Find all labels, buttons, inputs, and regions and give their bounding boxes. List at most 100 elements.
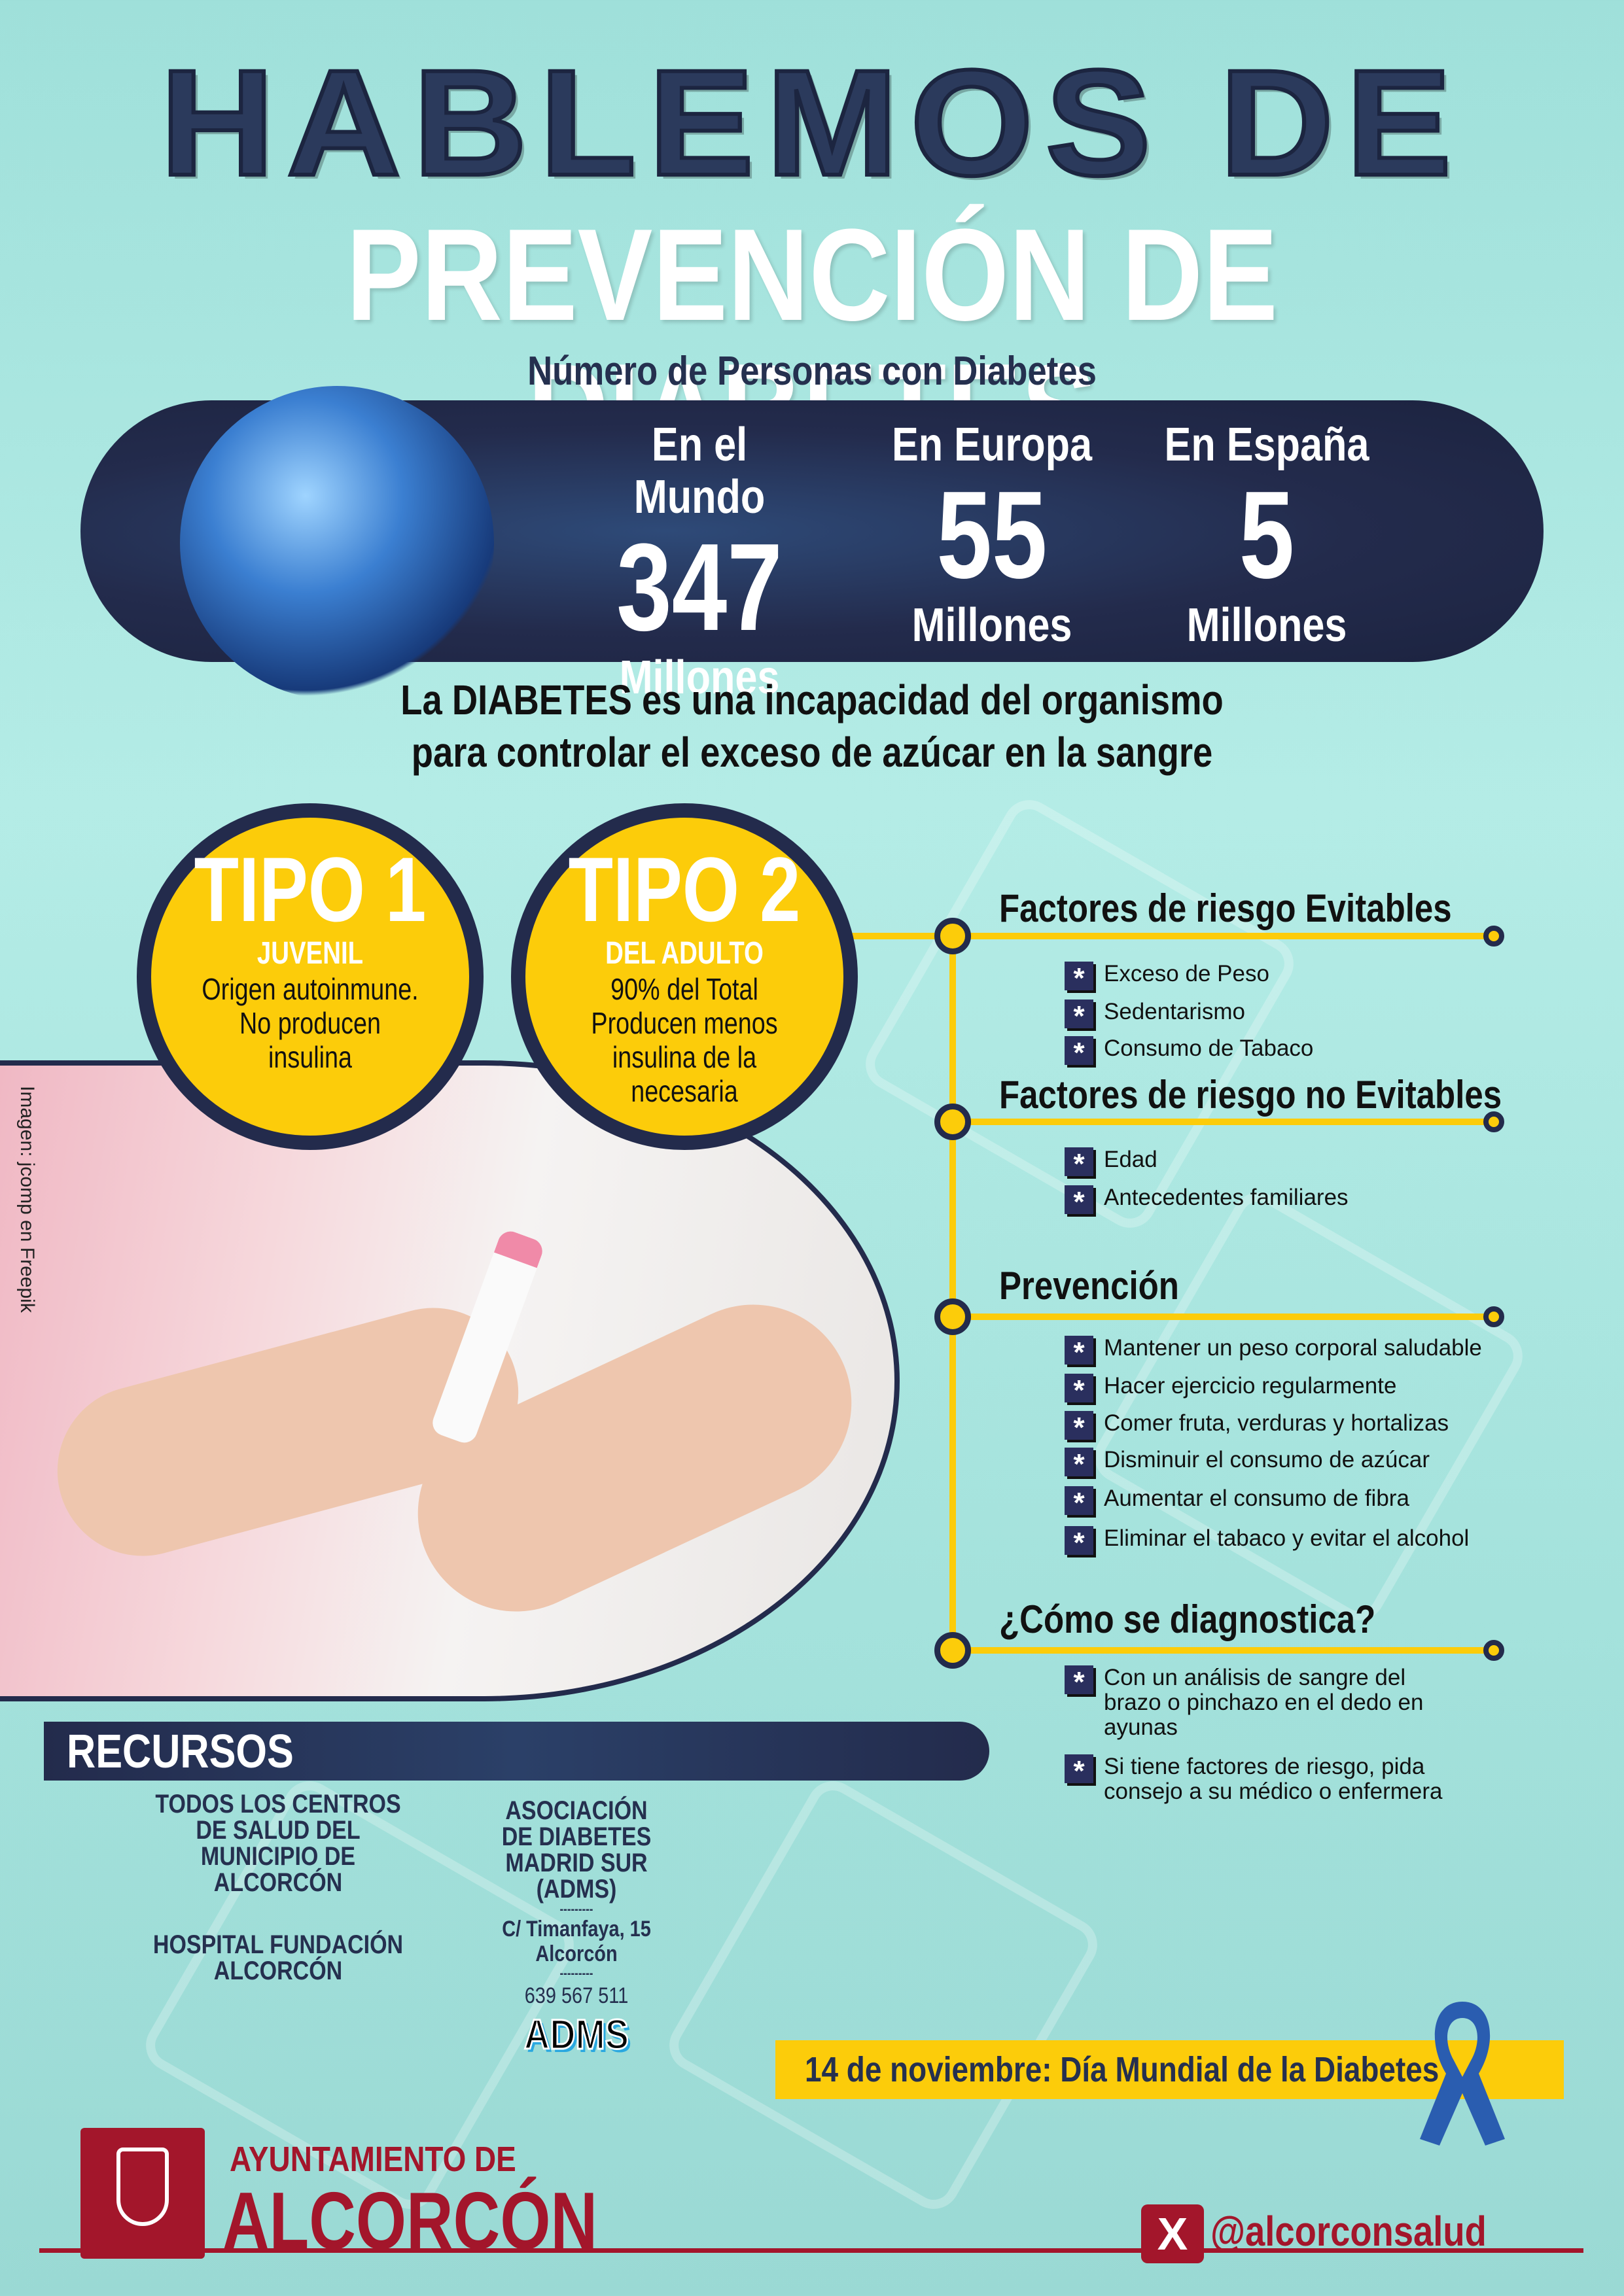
resource-line: ASOCIACIÓN [505,1796,648,1825]
stat-value: 5 [1239,466,1295,604]
x-logo-icon[interactable]: X [1141,2204,1204,2263]
stat-unit: Millones [1186,599,1347,652]
list-item: * Antecedentes familiares [1065,1185,1349,1218]
list-item: * Consumo de Tabaco [1065,1035,1314,1069]
item-text: Consumo de Tabaco [1104,1035,1314,1061]
background-hexagon [660,1771,1107,2219]
asterisk-icon: * [1065,1374,1093,1406]
resource-phone: 639 567 511 [524,1983,629,2008]
timeline-dot [934,918,971,954]
asterisk-icon: * [1065,1448,1093,1480]
asterisk-icon: * [1065,1526,1093,1559]
type1-title: TIPO 1 [194,838,427,941]
item-text: Mantener un peso corporal saludable [1104,1335,1482,1361]
definition-line2: para controlar el exceso de azúcar en la… [411,729,1213,776]
type2-desc: 90% del Total [610,972,758,1006]
timeline-dot [1483,1640,1504,1661]
type1-desc: insulina [268,1040,352,1074]
stat-unit: Millones [619,652,780,704]
divider: --------- [559,1902,593,1917]
timeline-line [949,936,956,1649]
list-item: * Comer fruta, verduras y hortalizas [1065,1410,1449,1444]
item-text: Exceso de Peso [1104,961,1269,986]
resources-title: RECURSOS [67,1726,294,1778]
definition: La DIABETES es una incapacidad del organ… [122,674,1502,778]
resource-line: DE SALUD DEL [196,1816,361,1845]
timeline-dot [1483,1306,1504,1327]
stats-subtitle: Número de Personas con Diabetes [527,349,1097,394]
photo-credit: Imagen: jcomp en Freepik [16,1086,38,1313]
list-item: * Con un análisis de sangre del brazo o p… [1065,1665,1457,1740]
section-title: ¿Cómo se diagnostica? [999,1597,1376,1641]
list-item: * Disminuir el consumo de azúcar [1065,1447,1430,1480]
resources-header: RECURSOS [44,1722,989,1781]
list-item: * Exceso de Peso [1065,961,1269,994]
timeline-dot [934,1104,971,1140]
asterisk-icon: * [1065,1411,1093,1444]
item-text: Eliminar el tabaco y evitar el alcohol [1104,1525,1470,1551]
org-name-line1: AYUNTAMIENTO DE [230,2140,516,2179]
stat-label: En Europa [891,419,1093,471]
list-item: * Edad [1065,1147,1157,1180]
asterisk-icon: * [1065,1185,1093,1218]
timeline-line [953,1119,1498,1125]
resource-line: DE DIABETES [501,1822,652,1851]
section-title: Prevención [999,1264,1179,1308]
list-item: * Mantener un peso corporal saludable [1065,1335,1482,1368]
resources-col2: ASOCIACIÓN DE DIABETES MADRID SUR (ADMS)… [465,1796,688,2059]
item-text: Edad [1104,1147,1157,1172]
asterisk-icon: * [1065,1036,1093,1069]
section-title: Factores de riesgo Evitables [999,886,1452,930]
resource-address: C/ Timanfaya, 15 [502,1917,651,1941]
resource-line: (ADMS) [536,1875,617,1904]
title-line1: HABLEMOS DE [158,39,1464,207]
section-title: Factores de riesgo no Evitables [999,1073,1502,1117]
resource-line: MUNICIPIO DE [200,1842,356,1871]
resource-line: HOSPITAL FUNDACIÓN [152,1930,404,1959]
list-item: * Sedentarismo [1065,1000,1245,1032]
globe-icon [180,386,494,700]
asterisk-icon: * [1065,1754,1093,1787]
list-item: * Aumentar el consumo de fibra [1065,1486,1409,1519]
social-handle[interactable]: @alcorconsalud [1210,2208,1487,2255]
asterisk-icon: * [1065,1000,1093,1032]
timeline-dot [1483,1111,1504,1132]
timeline-line [851,933,1498,939]
type1-desc: No producen [239,1006,381,1040]
item-text: Comer fruta, verduras y hortalizas [1104,1410,1449,1436]
stat-spain: En España 5 Millones [1129,419,1404,652]
resource-address: Alcorcón [535,1941,618,1966]
stat-value: 55 [936,466,1048,604]
resource-line: MADRID SUR [505,1849,648,1877]
list-item: * Si tiene factores de riesgo, pida conse… [1065,1754,1457,1804]
alcorcon-coat-of-arms-icon [80,2128,205,2259]
asterisk-icon: * [1065,1147,1093,1180]
stat-label: En el Mundo [633,419,766,523]
type2-desc: Producen menos [591,1006,778,1040]
resource-line: ALCORCÓN [213,1957,343,1985]
stat-unit: Millones [911,599,1072,652]
banner-text: 14 de noviembre: Día Mundial de la Diabe… [805,2050,1439,2089]
asterisk-icon: * [1065,1336,1093,1368]
timeline-dot [934,1632,971,1669]
asterisk-icon: * [1065,1486,1093,1519]
item-text: Disminuir el consumo de azúcar [1104,1447,1430,1472]
asterisk-icon: * [1065,1665,1093,1698]
stat-europe: En Europa 55 Millones [855,419,1129,652]
photo-glucose-test [0,1060,900,1701]
type1-desc: Origen autoinmune. [202,972,419,1006]
type2-circle: TIPO 2 DEL ADULTO 90% del Total Producen… [511,803,858,1150]
resources-col1: TODOS LOS CENTROS DE SALUD DEL MUNICIPIO… [139,1791,417,1984]
list-item: * Eliminar el tabaco y evitar el alcohol [1065,1525,1470,1559]
background-hexagon [1085,1183,1532,1630]
timeline-line [953,1647,1498,1654]
item-text: Si tiene factores de riesgo, pida consej… [1104,1754,1443,1804]
definition-line1: La DIABETES es una incapacidad del organ… [400,676,1224,723]
type1-circle: TIPO 1 JUVENIL Origen autoinmune. No pro… [137,803,484,1150]
type2-subtitle: DEL ADULTO [605,936,764,971]
item-text: Hacer ejercicio regularmente [1104,1373,1397,1399]
stat-world: En el Mundo 347 Millones [562,419,837,704]
timeline-dot [934,1298,971,1335]
type2-desc: necesaria [631,1074,738,1108]
item-text: Con un análisis de sangre del brazo o pi… [1104,1665,1424,1740]
